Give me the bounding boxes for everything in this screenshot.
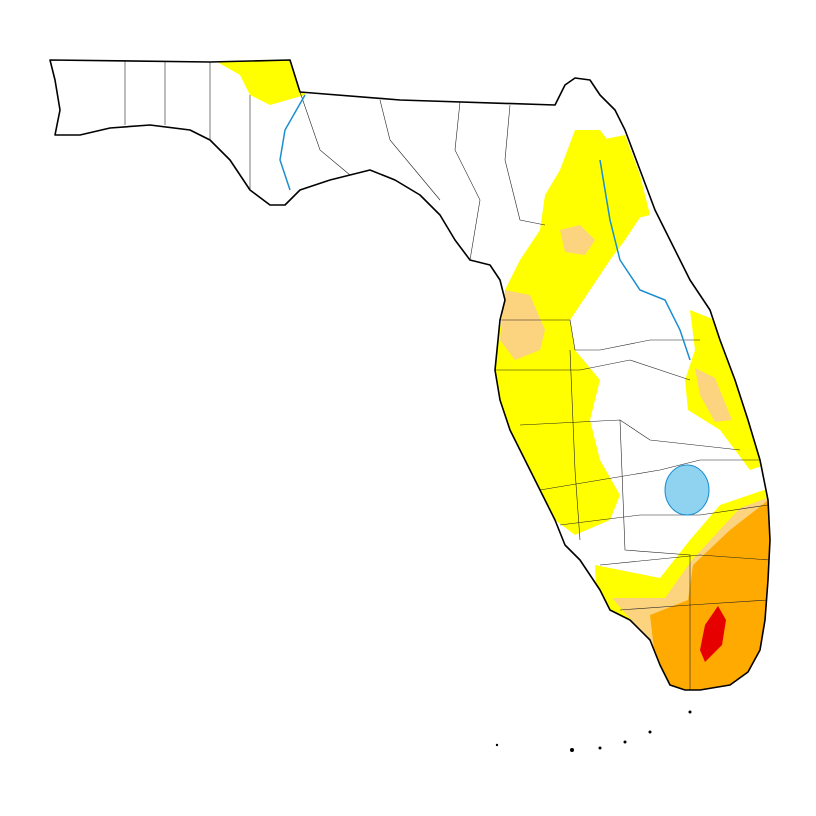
abnormally-dry-area <box>685 310 765 470</box>
county-line <box>500 319 700 351</box>
island <box>598 746 602 750</box>
abnormally-dry-area <box>205 60 305 105</box>
abnormally-dry-area <box>495 130 645 535</box>
moderate-drought-area <box>560 225 595 255</box>
island <box>688 710 692 714</box>
county-line <box>299 91 351 176</box>
county-line <box>519 419 741 451</box>
state-outline <box>49 59 771 691</box>
extreme-drought-area <box>700 606 726 662</box>
county-line <box>454 101 481 261</box>
county-line <box>599 554 770 566</box>
island <box>495 743 499 747</box>
county-line <box>619 419 691 690</box>
moderate-drought-area <box>500 290 545 360</box>
county-line <box>559 504 769 526</box>
abnormally-dry-area <box>600 135 650 220</box>
county-line <box>379 99 441 201</box>
county-line <box>504 104 546 226</box>
river <box>279 94 306 191</box>
moderate-drought-area <box>695 368 732 422</box>
county-lines <box>124 60 770 690</box>
keys <box>495 710 692 752</box>
river <box>599 159 691 361</box>
severe-drought-area <box>650 495 770 690</box>
island <box>570 748 574 752</box>
island <box>623 740 627 744</box>
lake <box>664 464 710 516</box>
island <box>648 730 652 734</box>
county-line <box>495 359 691 381</box>
county-line <box>539 459 760 491</box>
county-line <box>569 349 581 541</box>
